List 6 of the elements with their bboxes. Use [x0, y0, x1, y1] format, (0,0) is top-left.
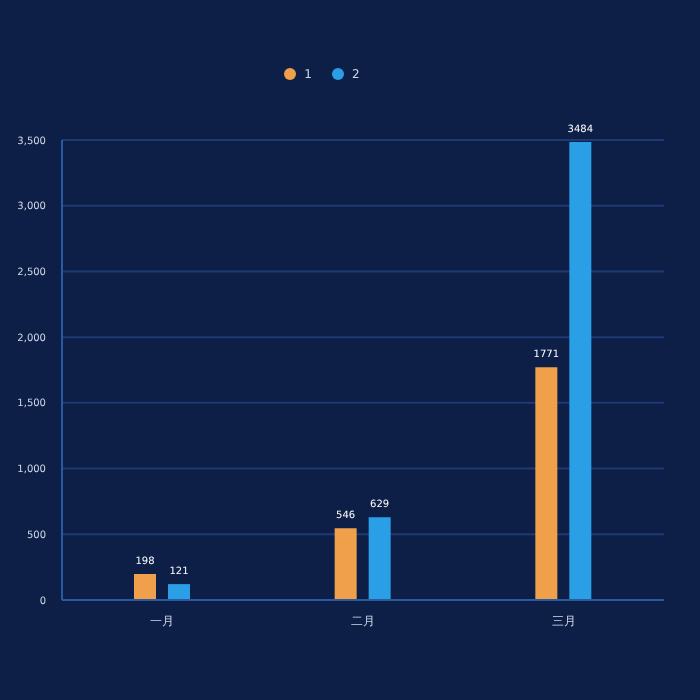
bar: [569, 142, 592, 600]
bar: [368, 517, 391, 600]
bar: [334, 528, 357, 600]
bar: [168, 584, 190, 600]
bar: [134, 573, 156, 600]
bar: [535, 367, 558, 600]
